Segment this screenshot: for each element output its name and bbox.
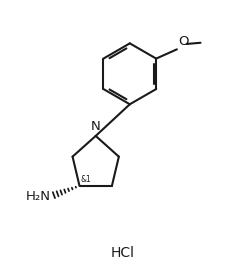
- Text: H₂N: H₂N: [26, 190, 51, 203]
- Text: HCl: HCl: [110, 246, 135, 260]
- Text: O: O: [178, 35, 188, 48]
- Text: N: N: [91, 120, 101, 133]
- Text: &1: &1: [81, 175, 92, 184]
